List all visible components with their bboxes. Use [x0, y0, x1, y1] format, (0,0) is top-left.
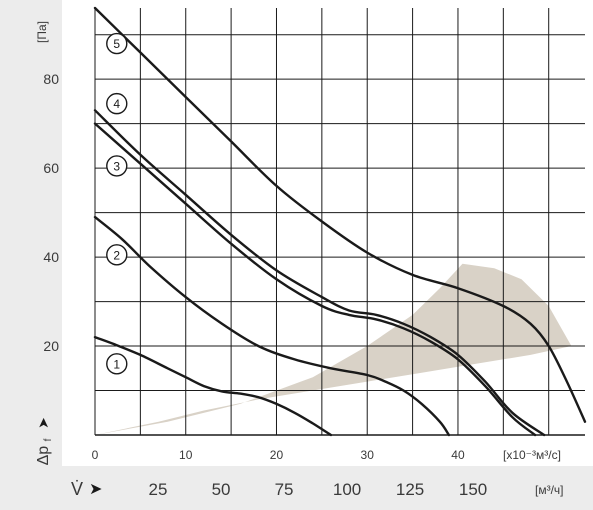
curve-4	[93, 109, 546, 437]
curve-2	[93, 215, 451, 437]
x-tick-label: 30	[361, 448, 375, 462]
curve-label-circle	[106, 32, 128, 55]
curve-label-4: 4	[106, 92, 128, 115]
x-axis-unit: [x10⁻³м³/с]	[503, 448, 561, 462]
curve-1	[93, 335, 333, 437]
left-axis-band	[0, 0, 62, 510]
curve-label-text: 2	[113, 248, 120, 262]
y-axis-title: Δp f	[35, 438, 54, 465]
curve-label-1: 1	[106, 353, 128, 375]
x2-tick-label: 75	[275, 480, 294, 499]
y-tick-label: 80	[43, 71, 59, 87]
curve-label-circle	[106, 244, 128, 266]
curve-label-text: 3	[113, 159, 120, 173]
y-tick-label: 60	[43, 160, 59, 176]
curve-label-text: 4	[113, 97, 120, 111]
bottom-axis-band	[0, 466, 593, 510]
x2-tick-label: 100	[333, 480, 361, 499]
x-tick-label: 10	[179, 448, 193, 462]
x2-tick-label: 125	[396, 480, 424, 499]
y-tick-label: 20	[43, 338, 59, 354]
flow-rate-arrow: ➤	[89, 481, 102, 498]
x-tick-label: 20	[270, 448, 284, 462]
flow-rate-symbol: V̇	[71, 479, 83, 499]
y-axis-title-sub: f	[43, 438, 54, 441]
curve-label-3: 3	[106, 155, 128, 177]
svg-text:Δp f: Δp f	[35, 438, 54, 465]
x-tick-label: 40	[451, 448, 465, 462]
x-tick-label: 0	[92, 448, 99, 462]
curve-label-text: 5	[113, 37, 120, 51]
x2-tick-label: 150	[459, 480, 487, 499]
y-axis-arrow: ➤	[35, 417, 51, 429]
curve-label-5: 5	[106, 32, 128, 55]
y-axis-unit: [Па]	[35, 21, 49, 43]
x2-tick-label: 50	[212, 480, 231, 499]
curve-3	[93, 122, 537, 437]
curve-label-circle	[106, 155, 128, 177]
curve-label-circle	[106, 92, 128, 115]
curve-label-2: 2	[106, 244, 128, 266]
y-tick-label: 40	[43, 249, 59, 265]
operating-region	[95, 263, 572, 435]
y-axis-title-main: Δp	[35, 446, 52, 466]
secondary-axis-unit: [м³/ч]	[535, 483, 564, 497]
curve-label-text: 1	[113, 357, 120, 371]
curve-label-circle	[106, 353, 128, 375]
curve-5	[93, 6, 587, 423]
x2-tick-label: 25	[149, 480, 168, 499]
